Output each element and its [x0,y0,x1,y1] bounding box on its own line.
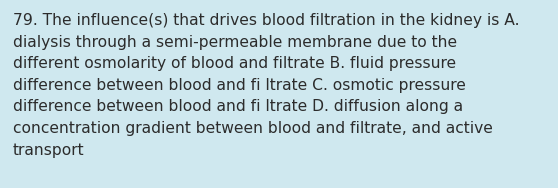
Text: 79. The influence(s) that drives blood filtration in the kidney is A.
dialysis t: 79. The influence(s) that drives blood f… [13,13,519,158]
